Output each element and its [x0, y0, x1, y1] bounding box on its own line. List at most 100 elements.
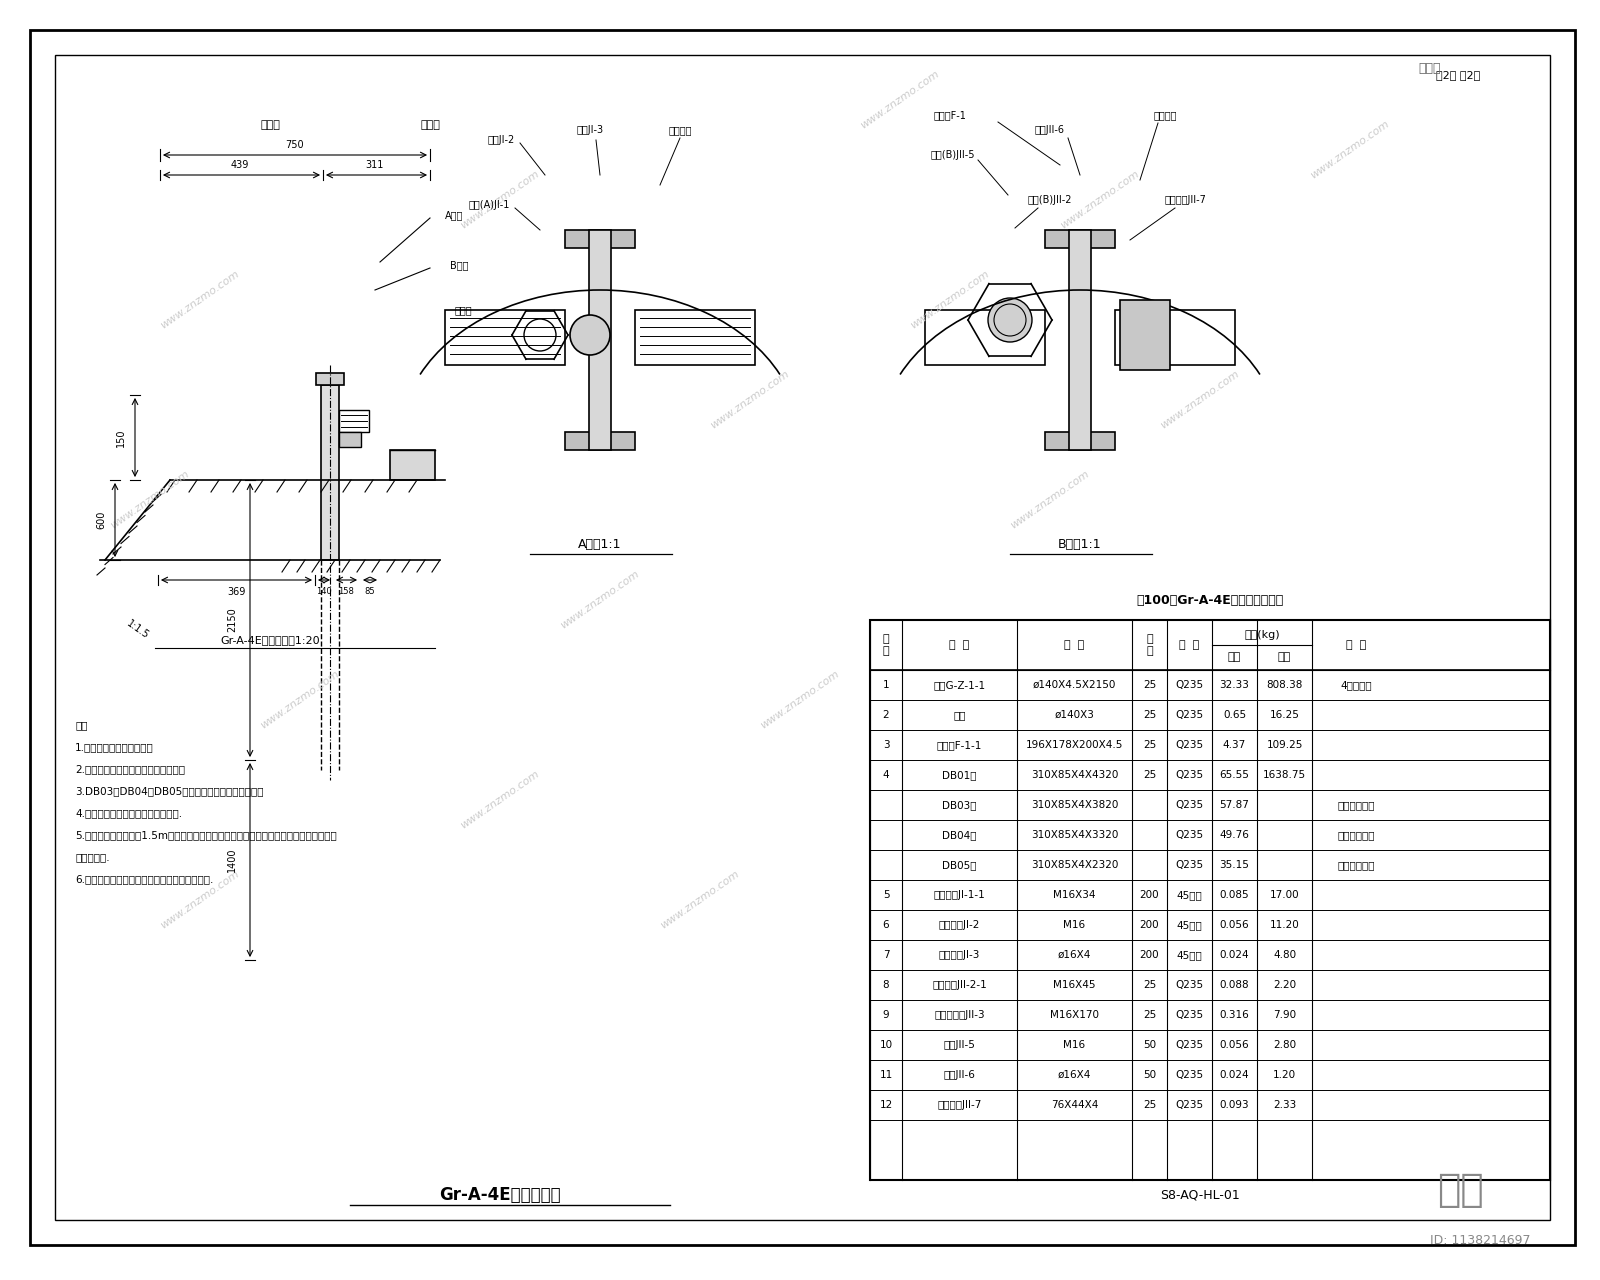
- Text: 1638.75: 1638.75: [1262, 771, 1306, 780]
- Text: 65.55: 65.55: [1219, 771, 1250, 780]
- Text: www.znzmo.com: www.znzmo.com: [758, 669, 842, 731]
- Text: 0.088: 0.088: [1219, 980, 1250, 989]
- Text: 200: 200: [1139, 890, 1160, 900]
- Text: Q235: Q235: [1176, 1100, 1203, 1110]
- Text: 76X44X4: 76X44X4: [1051, 1100, 1098, 1110]
- Text: www.znzmo.com: www.znzmo.com: [859, 69, 941, 131]
- Text: 螺母JII-5: 螺母JII-5: [944, 1039, 976, 1050]
- Text: 0.024: 0.024: [1219, 950, 1250, 960]
- Text: Q235: Q235: [1176, 710, 1203, 719]
- Text: 六角头螺栓JII-3: 六角头螺栓JII-3: [934, 1010, 986, 1020]
- Text: 3.DB03、DB04、DB05板用于调节钢节护栏长度用；: 3.DB03、DB04、DB05板用于调节钢节护栏长度用；: [75, 786, 264, 796]
- Text: 土路肩: 土路肩: [261, 120, 280, 131]
- Text: 名  称: 名 称: [949, 640, 970, 650]
- Text: 2.横梁的搭接方向应与行车方向一致；: 2.横梁的搭接方向应与行车方向一致；: [75, 764, 186, 774]
- Text: 600: 600: [96, 511, 106, 529]
- Text: 50: 50: [1142, 1070, 1157, 1080]
- Text: M16: M16: [1064, 1039, 1085, 1050]
- Text: DB01板: DB01板: [942, 771, 976, 780]
- Text: 4.80: 4.80: [1274, 950, 1296, 960]
- Text: 规  格: 规 格: [1064, 640, 1085, 650]
- Text: 柱撑JII-6: 柱撑JII-6: [1035, 125, 1066, 134]
- Text: 每100米Gr-A-4E护栏材料数量表: 每100米Gr-A-4E护栏材料数量表: [1136, 594, 1283, 607]
- Text: 310X85X4X3820: 310X85X4X3820: [1030, 800, 1118, 810]
- Text: www.znzmo.com: www.znzmo.com: [659, 869, 741, 931]
- Text: 85: 85: [365, 588, 376, 596]
- Text: 12: 12: [880, 1100, 893, 1110]
- Text: 1.本图尺寸以毫米为单位；: 1.本图尺寸以毫米为单位；: [75, 742, 154, 751]
- Text: www.znzmo.com: www.znzmo.com: [1309, 119, 1392, 180]
- Text: Q235: Q235: [1176, 860, 1203, 870]
- Text: 25: 25: [1142, 980, 1157, 989]
- Text: 750: 750: [286, 140, 304, 150]
- Bar: [870, 620, 1550, 669]
- Text: 311: 311: [366, 160, 384, 170]
- Text: M16: M16: [1064, 920, 1085, 931]
- Text: 拼接螺母JI-2: 拼接螺母JI-2: [939, 920, 981, 931]
- Text: 1: 1: [883, 680, 890, 690]
- Text: 50: 50: [1142, 1039, 1157, 1050]
- Text: 5: 5: [883, 890, 890, 900]
- Bar: [317, 372, 344, 385]
- Text: 196X178X200X4.5: 196X178X200X4.5: [1026, 740, 1123, 750]
- Text: 7.90: 7.90: [1274, 1010, 1296, 1020]
- Text: 立柱G-Z-1-1: 立柱G-Z-1-1: [933, 680, 986, 690]
- Bar: [870, 620, 1550, 1180]
- Bar: [339, 410, 370, 431]
- Text: 369: 369: [227, 588, 245, 596]
- Text: 知末网: 知末网: [1419, 61, 1442, 74]
- Text: 垫圈JII-6: 垫圈JII-6: [944, 1070, 976, 1080]
- Text: 数
量: 数 量: [1146, 634, 1154, 655]
- Text: Gr-A-4E护栏设计图: Gr-A-4E护栏设计图: [438, 1187, 562, 1204]
- Text: 波形梁板: 波形梁板: [669, 125, 691, 134]
- Text: 45号钢: 45号钢: [1176, 920, 1202, 931]
- Text: 0.056: 0.056: [1219, 920, 1250, 931]
- Text: www.znzmo.com: www.znzmo.com: [1008, 468, 1091, 531]
- Text: 11: 11: [880, 1070, 893, 1080]
- Text: 注：: 注：: [75, 719, 88, 730]
- Text: 200: 200: [1139, 920, 1160, 931]
- Text: 200: 200: [1139, 950, 1160, 960]
- Bar: [1115, 310, 1235, 365]
- Text: M16X34: M16X34: [1053, 890, 1096, 900]
- Text: S8-AQ-HL-01: S8-AQ-HL-01: [1160, 1189, 1240, 1202]
- Text: 总计: 总计: [1278, 653, 1291, 663]
- Text: 2: 2: [883, 710, 890, 719]
- Text: 第2页 共2页: 第2页 共2页: [1435, 70, 1480, 79]
- Text: 150: 150: [115, 429, 126, 447]
- Text: 调节护栏长度: 调节护栏长度: [1338, 800, 1374, 810]
- Text: 调节护栏长度: 调节护栏长度: [1338, 829, 1374, 840]
- Text: 109.25: 109.25: [1266, 740, 1302, 750]
- Text: Q235: Q235: [1176, 680, 1203, 690]
- Text: ø140X4.5X2150: ø140X4.5X2150: [1034, 680, 1117, 690]
- Text: 8: 8: [883, 980, 890, 989]
- Text: ø16X4: ø16X4: [1058, 950, 1091, 960]
- Bar: [1120, 300, 1170, 370]
- Text: 材  料: 材 料: [1179, 640, 1200, 650]
- Text: M16X45: M16X45: [1053, 980, 1096, 989]
- Text: Q235: Q235: [1176, 829, 1203, 840]
- Text: Q235: Q235: [1176, 1010, 1203, 1020]
- Text: 25: 25: [1142, 680, 1157, 690]
- Text: 4.所有钢构件均应进行热浸镀锌处理.: 4.所有钢构件均应进行热浸镀锌处理.: [75, 808, 182, 818]
- Text: www.znzmo.com: www.znzmo.com: [1059, 169, 1141, 230]
- Text: M16X170: M16X170: [1050, 1010, 1099, 1020]
- Text: 防阻块F-1: 防阻块F-1: [933, 110, 966, 120]
- Text: 0.056: 0.056: [1219, 1039, 1250, 1050]
- Bar: [589, 230, 611, 451]
- Text: 0.085: 0.085: [1219, 890, 1250, 900]
- Text: 路基压实度.: 路基压实度.: [75, 852, 110, 861]
- Text: www.znzmo.com: www.znzmo.com: [109, 468, 192, 531]
- Text: 螺母(B)JII-2: 螺母(B)JII-2: [1027, 195, 1072, 205]
- Circle shape: [989, 298, 1032, 342]
- Text: 连接螺栓JII-2-1: 连接螺栓JII-2-1: [933, 980, 987, 989]
- Text: 拼接螺栓JI-1-1: 拼接螺栓JI-1-1: [934, 890, 986, 900]
- Text: Gr-A-4E横断位置图1:20: Gr-A-4E横断位置图1:20: [221, 635, 320, 645]
- Text: 代
号: 代 号: [883, 634, 890, 655]
- Text: A节点: A节点: [445, 210, 464, 220]
- Text: 螺母JI-2: 螺母JI-2: [488, 134, 515, 145]
- Text: 柱撑JI-3: 柱撑JI-3: [576, 125, 603, 134]
- Text: 柱帽: 柱帽: [954, 710, 966, 719]
- Text: 6: 6: [883, 920, 890, 931]
- Text: 45号钢: 45号钢: [1176, 950, 1202, 960]
